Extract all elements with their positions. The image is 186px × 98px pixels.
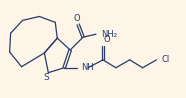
Text: S: S <box>44 73 49 82</box>
Text: Cl: Cl <box>161 55 170 64</box>
Text: O: O <box>74 14 80 23</box>
Text: O: O <box>104 35 110 44</box>
Text: NH: NH <box>81 63 94 72</box>
Text: NH₂: NH₂ <box>101 30 117 39</box>
